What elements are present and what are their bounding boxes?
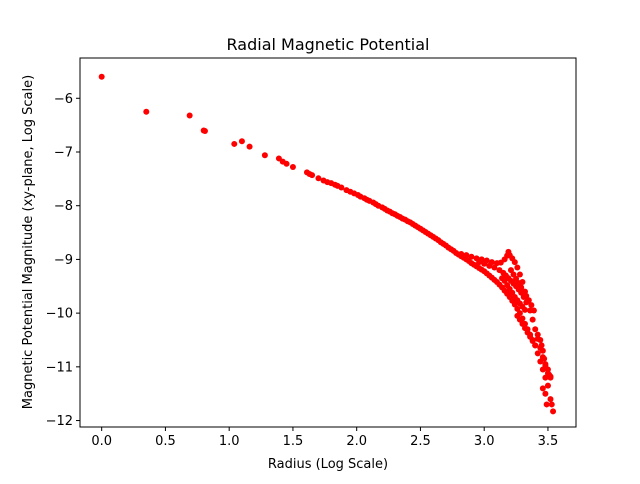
- y-tick-label: −12: [46, 414, 73, 429]
- data-point: [458, 251, 465, 258]
- data-point: [544, 382, 551, 389]
- data-point: [486, 262, 493, 269]
- y-tick-label: −9: [54, 253, 73, 268]
- data-point: [516, 271, 523, 278]
- x-tick-label: 1.0: [219, 434, 240, 449]
- data-point: [481, 260, 488, 267]
- data-point: [468, 253, 475, 260]
- x-tick-label: 2.0: [346, 434, 367, 449]
- data-point: [534, 350, 541, 357]
- data-point: [528, 302, 535, 309]
- y-tick-label: −8: [54, 199, 73, 214]
- data-points: [98, 73, 557, 415]
- data-point: [542, 361, 549, 368]
- data-point: [550, 408, 557, 415]
- data-point: [538, 342, 545, 349]
- data-point: [283, 160, 290, 167]
- data-point: [98, 73, 105, 80]
- x-tick-label: 0.5: [155, 434, 176, 449]
- x-tick-label: 3.0: [474, 434, 495, 449]
- data-point: [315, 175, 322, 182]
- data-point: [530, 307, 537, 314]
- data-point: [186, 112, 193, 119]
- data-point: [309, 172, 316, 179]
- data-point: [543, 401, 550, 408]
- x-tick-label: 0.0: [91, 434, 112, 449]
- data-point: [547, 396, 554, 403]
- data-point: [246, 143, 253, 150]
- x-tick-label: 2.5: [410, 434, 431, 449]
- data-point: [231, 140, 238, 147]
- data-point: [537, 336, 544, 343]
- data-point: [514, 264, 521, 271]
- data-point: [201, 128, 208, 135]
- data-point: [261, 152, 268, 159]
- data-point: [542, 390, 549, 397]
- data-point: [539, 347, 546, 354]
- y-tick-label: −11: [46, 360, 73, 375]
- y-axis-label: Magnetic Potential Magnitude (xy-plane, …: [21, 75, 36, 409]
- data-point: [525, 297, 532, 304]
- data-point: [289, 164, 296, 171]
- chart-title: Radial Magnetic Potential: [227, 35, 430, 54]
- x-tick-label: 1.5: [283, 434, 304, 449]
- y-tick-label: −6: [54, 92, 73, 107]
- data-point: [143, 108, 150, 115]
- data-point: [238, 138, 245, 145]
- data-point: [522, 306, 528, 313]
- data-point: [529, 316, 536, 323]
- x-axis-ticks: 0.0 0.5 1.0 1.5 2.0 2.5 3.0 3.5: [91, 427, 558, 449]
- y-axis-ticks: −12 −11 −10 −9 −8 −7 −6: [46, 92, 80, 429]
- plot-frame: [79, 57, 577, 428]
- data-point: [541, 355, 548, 362]
- data-point: [544, 366, 551, 373]
- data-point: [532, 342, 539, 349]
- data-point: [539, 385, 546, 392]
- data-point: [338, 184, 345, 191]
- data-point: [476, 259, 483, 266]
- data-point: [491, 264, 498, 271]
- data-point: [532, 326, 539, 333]
- data-point: [534, 331, 541, 338]
- data-point: [463, 252, 470, 259]
- data-point: [548, 401, 555, 408]
- data-point: [511, 259, 518, 266]
- x-tick-label: 3.5: [538, 434, 559, 449]
- y-tick-label: −7: [54, 145, 73, 160]
- x-axis-label: Radius (Log Scale): [268, 457, 388, 472]
- data-point: [547, 374, 554, 381]
- y-tick-label: −10: [46, 307, 73, 322]
